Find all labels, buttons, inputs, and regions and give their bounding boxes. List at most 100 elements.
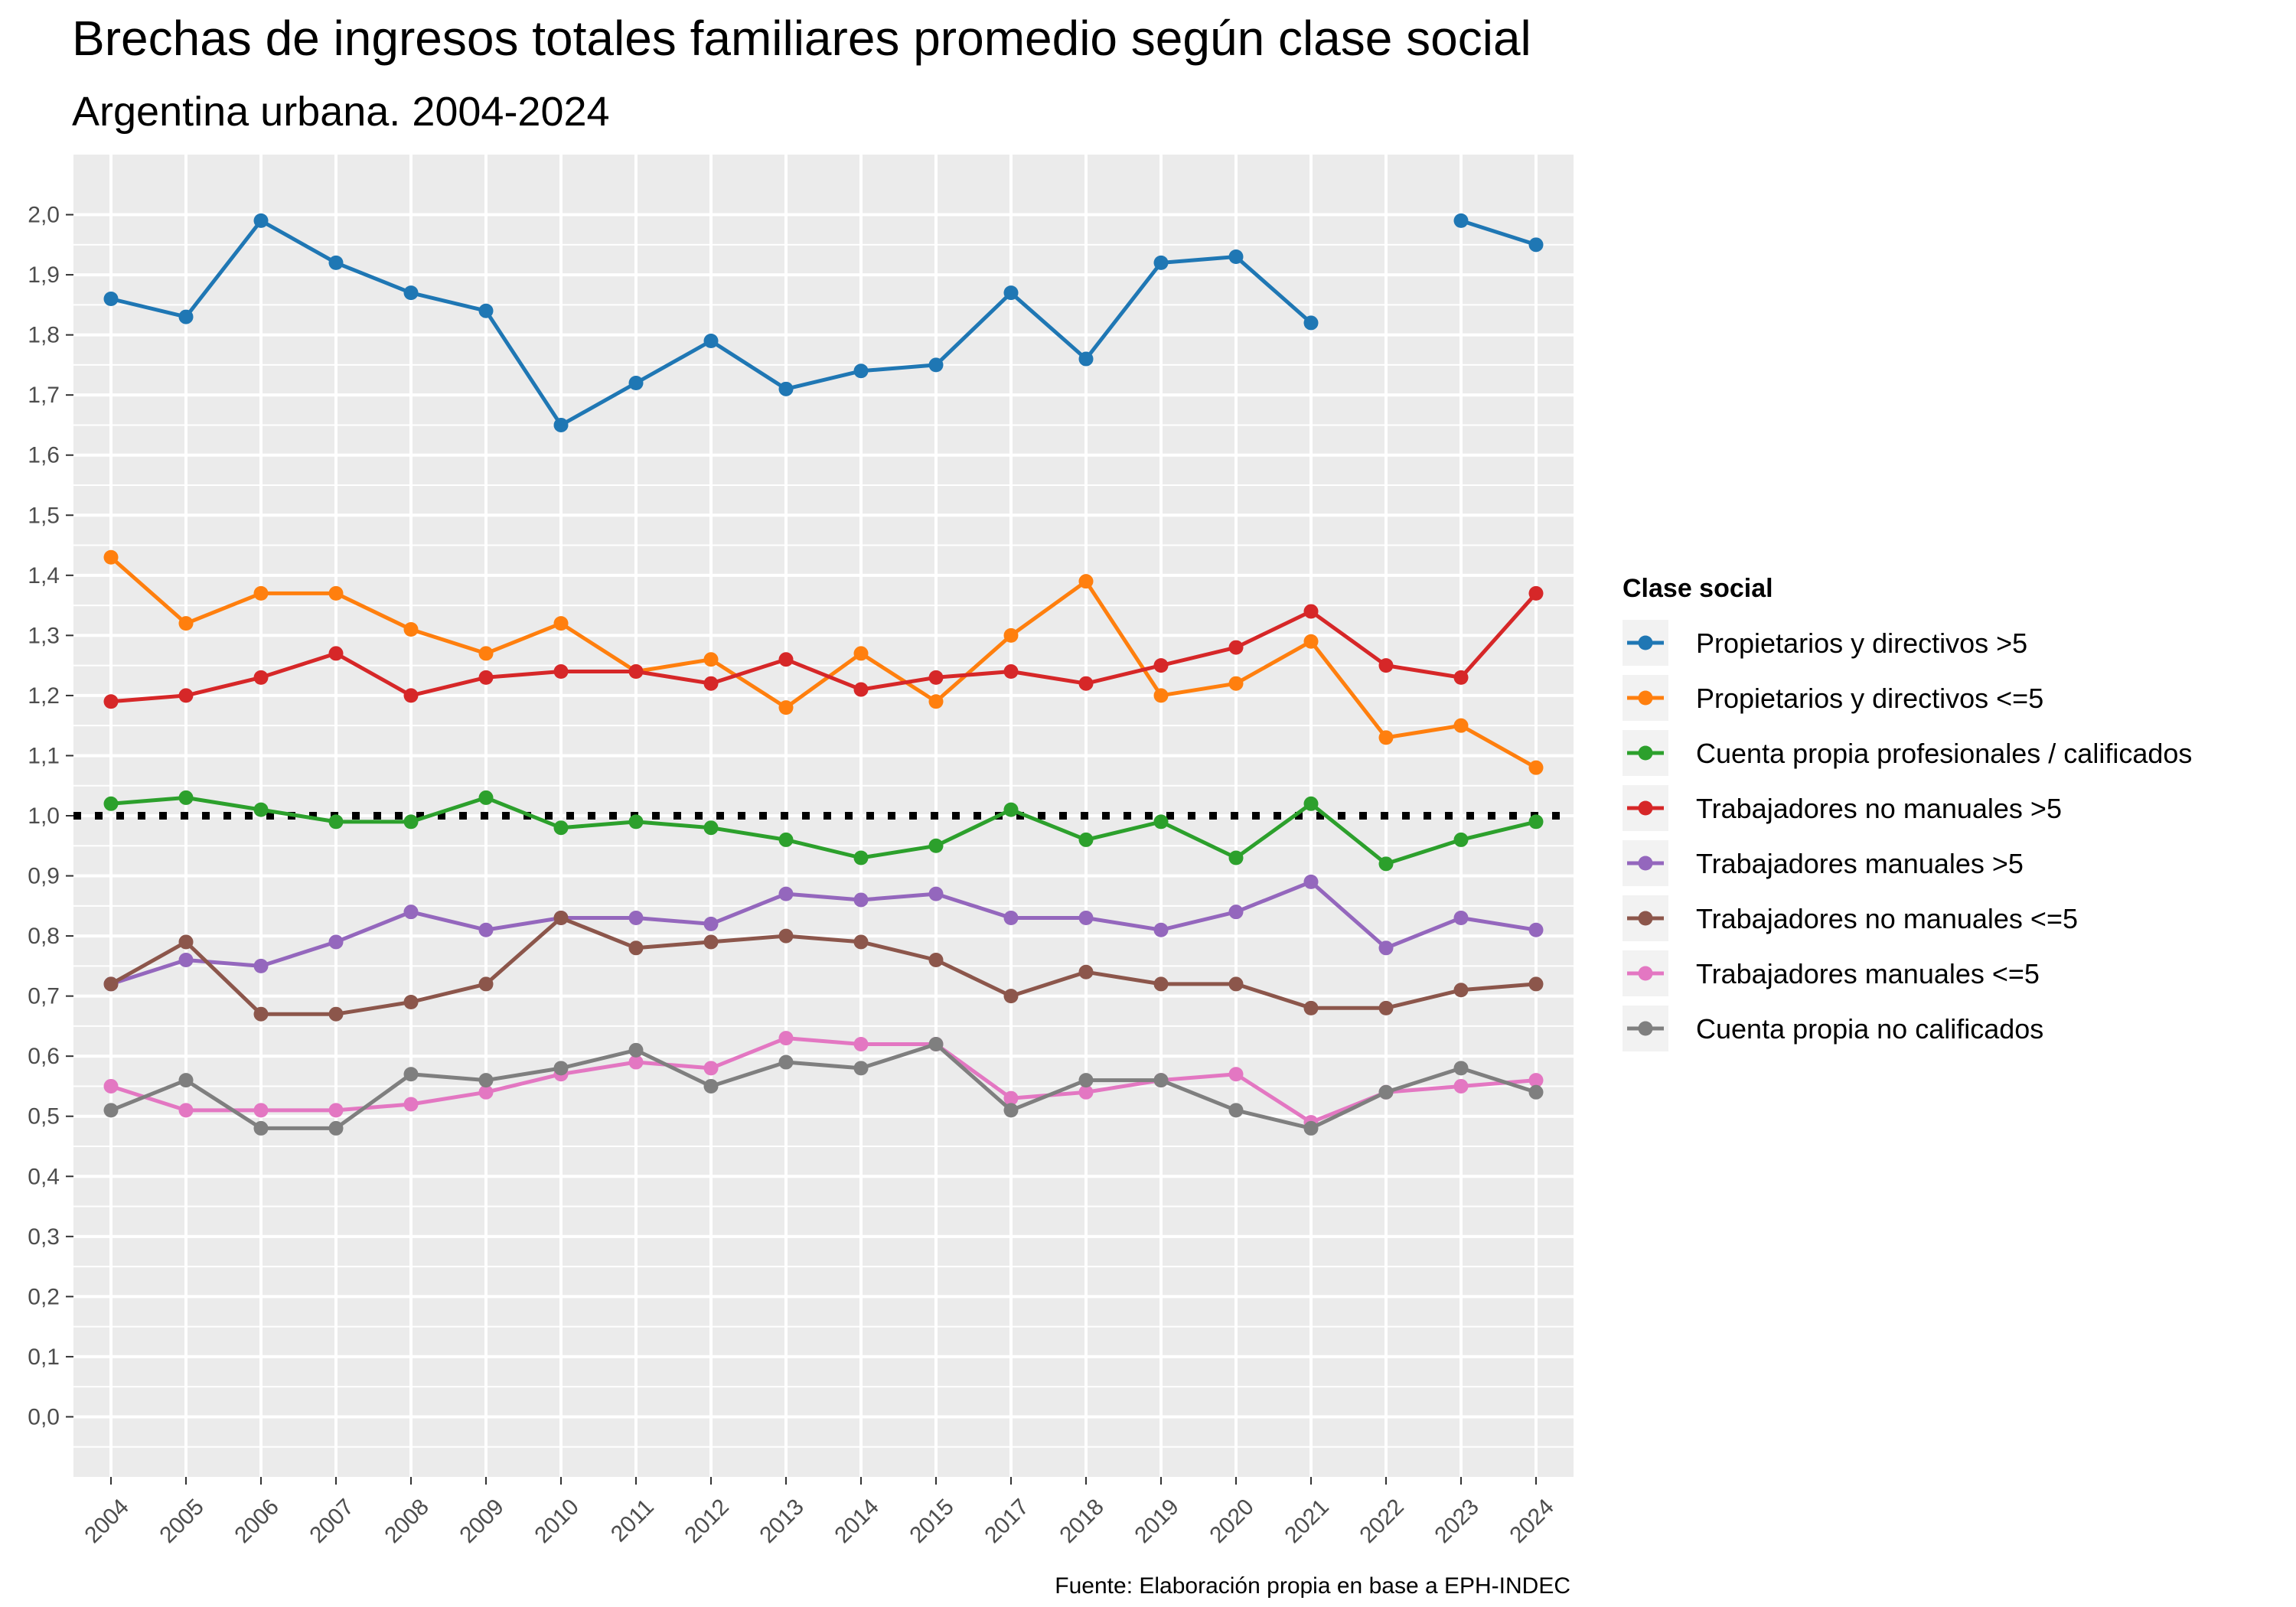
data-point bbox=[928, 838, 944, 853]
y-tick-label: 0,4 bbox=[28, 1164, 60, 1189]
data-point bbox=[1378, 730, 1394, 745]
data-point bbox=[1228, 850, 1244, 865]
data-point bbox=[628, 940, 644, 956]
x-tick-label: 2013 bbox=[755, 1495, 809, 1549]
y-tick-label: 0,7 bbox=[28, 984, 60, 1009]
data-point bbox=[853, 682, 869, 697]
x-tick-label: 2021 bbox=[1280, 1495, 1334, 1549]
series-line bbox=[110, 795, 1537, 866]
x-tick-label: 2006 bbox=[230, 1495, 284, 1549]
data-point bbox=[1453, 983, 1469, 998]
data-point bbox=[1003, 1103, 1019, 1118]
series-line bbox=[109, 556, 1538, 770]
x-tick-label: 2015 bbox=[905, 1495, 959, 1549]
data-point bbox=[778, 700, 794, 715]
data-point bbox=[478, 1073, 494, 1088]
data-point bbox=[1378, 1000, 1394, 1015]
data-point bbox=[403, 1097, 419, 1112]
data-point bbox=[178, 309, 194, 324]
data-point bbox=[1303, 315, 1319, 331]
legend-key-point bbox=[1638, 856, 1653, 871]
data-point bbox=[178, 1073, 194, 1088]
data-point bbox=[253, 1006, 269, 1022]
data-point bbox=[178, 1103, 194, 1118]
data-point bbox=[478, 670, 494, 685]
series-1 bbox=[103, 549, 1544, 775]
data-point bbox=[328, 585, 344, 601]
data-point bbox=[703, 676, 719, 691]
legend-label: Trabajadores no manuales >5 bbox=[1696, 793, 2062, 824]
y-tick-label: 1,9 bbox=[28, 262, 60, 288]
x-axis: 2004 2005 2006 2007 2008 2009 2010 2011 2012 2013… bbox=[80, 1477, 1559, 1548]
data-point bbox=[178, 688, 194, 703]
data-point bbox=[1078, 911, 1094, 926]
data-point bbox=[1303, 1000, 1319, 1015]
data-point bbox=[1528, 976, 1544, 992]
legend-key-point bbox=[1638, 1021, 1653, 1036]
data-point bbox=[1078, 676, 1094, 691]
legend-item: Cuenta propia profesionales / calificado… bbox=[1623, 730, 2192, 776]
data-point bbox=[928, 1036, 944, 1051]
data-point bbox=[253, 958, 269, 973]
x-tick-label: 2007 bbox=[305, 1495, 359, 1549]
data-point bbox=[1078, 351, 1094, 367]
data-point bbox=[1153, 922, 1169, 937]
data-point bbox=[778, 1054, 794, 1070]
series-layer bbox=[103, 213, 1544, 1136]
data-point bbox=[103, 694, 119, 709]
y-tick-label: 0,1 bbox=[28, 1345, 60, 1370]
series-line bbox=[110, 1036, 1537, 1125]
data-point bbox=[1453, 832, 1469, 847]
data-point bbox=[853, 892, 869, 908]
data-point bbox=[328, 646, 344, 661]
data-point bbox=[1153, 976, 1169, 992]
data-point bbox=[778, 1031, 794, 1046]
legend-label: Trabajadores manuales >5 bbox=[1696, 848, 2024, 879]
data-point bbox=[1303, 634, 1319, 649]
data-point bbox=[328, 255, 344, 270]
x-tick-label: 2019 bbox=[1130, 1495, 1184, 1549]
series-2 bbox=[103, 790, 1544, 872]
data-point bbox=[628, 911, 644, 926]
x-tick-label: 2011 bbox=[606, 1495, 659, 1547]
series-5 bbox=[103, 911, 1544, 1022]
data-point bbox=[253, 1103, 269, 1118]
data-point bbox=[553, 663, 569, 679]
y-tick-label: 2,0 bbox=[28, 203, 60, 228]
data-point bbox=[628, 814, 644, 830]
data-point bbox=[1453, 213, 1469, 228]
grid-minor bbox=[73, 243, 1574, 1448]
y-tick-label: 1,6 bbox=[28, 443, 60, 468]
y-tick-label: 1,8 bbox=[28, 323, 60, 348]
legend-item: Trabajadores manuales >5 bbox=[1623, 840, 2024, 886]
data-point bbox=[1078, 964, 1094, 980]
y-tick-label: 1,2 bbox=[28, 683, 60, 709]
data-point bbox=[1003, 989, 1019, 1004]
chart-subtitle: Argentina urbana. 2004-2024 bbox=[72, 89, 610, 135]
x-tick-label: 2005 bbox=[155, 1495, 209, 1549]
data-point bbox=[1003, 1090, 1019, 1106]
data-point bbox=[1528, 922, 1544, 937]
data-point bbox=[1528, 237, 1544, 253]
data-point bbox=[403, 1067, 419, 1082]
data-point bbox=[1078, 832, 1094, 847]
data-point bbox=[1003, 627, 1019, 643]
data-point bbox=[403, 285, 419, 301]
x-tick-label: 2004 bbox=[80, 1495, 134, 1549]
data-point bbox=[328, 934, 344, 950]
series-0 bbox=[103, 213, 1544, 432]
data-point bbox=[253, 1120, 269, 1136]
data-point bbox=[1153, 814, 1169, 830]
data-point bbox=[103, 976, 119, 992]
data-point bbox=[1528, 814, 1544, 830]
data-point bbox=[1453, 911, 1469, 926]
data-point bbox=[1228, 905, 1244, 920]
data-point bbox=[703, 916, 719, 931]
data-point bbox=[1453, 1078, 1469, 1094]
x-tick-label: 2023 bbox=[1430, 1495, 1484, 1549]
data-point bbox=[703, 820, 719, 836]
y-tick-label: 1,4 bbox=[28, 563, 60, 588]
data-point bbox=[253, 670, 269, 685]
data-point bbox=[103, 549, 119, 565]
